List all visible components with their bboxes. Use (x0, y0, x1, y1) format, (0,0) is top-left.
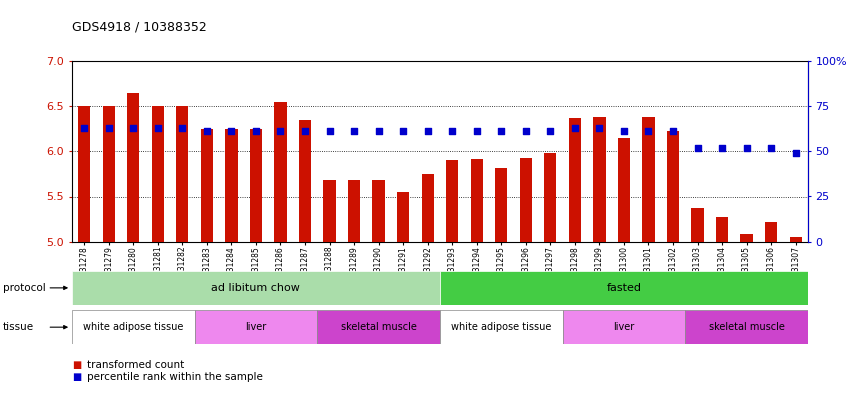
Point (739, 145, 753, 151)
Bar (495, 167, 508, 242)
Point (273, 128, 287, 134)
Bar (72, 310, 195, 344)
Bar (519, 158, 532, 242)
Bar (765, 222, 777, 242)
Text: GDS4918 / 10388352: GDS4918 / 10388352 (72, 20, 206, 33)
Bar (789, 237, 802, 242)
Point (322, 128, 336, 134)
Text: liver: liver (245, 322, 266, 332)
Bar (250, 129, 262, 242)
Point (764, 145, 777, 151)
Bar (201, 129, 213, 242)
Bar (440, 271, 808, 305)
Bar (225, 129, 238, 242)
Bar (151, 106, 164, 242)
Bar (470, 158, 483, 242)
Text: percentile rank within the sample: percentile rank within the sample (87, 372, 263, 382)
Text: skeletal muscle: skeletal muscle (709, 322, 784, 332)
Bar (317, 310, 440, 344)
Point (77, 125, 91, 131)
Point (788, 150, 802, 156)
Bar (740, 235, 753, 242)
Text: ■: ■ (72, 360, 81, 370)
Point (249, 128, 262, 134)
Point (617, 128, 630, 134)
Bar (446, 160, 459, 242)
Point (445, 128, 459, 134)
Text: liver: liver (613, 322, 634, 332)
Text: white adipose tissue: white adipose tissue (83, 322, 184, 332)
Bar (421, 174, 434, 242)
Bar (195, 310, 317, 344)
Point (568, 125, 581, 131)
Bar (372, 180, 385, 242)
Text: transformed count: transformed count (87, 360, 184, 370)
Bar (102, 106, 115, 242)
Text: ■: ■ (72, 372, 81, 382)
Text: protocol: protocol (3, 283, 46, 293)
Point (715, 145, 728, 151)
Point (641, 128, 655, 134)
Point (371, 128, 385, 134)
Bar (274, 101, 287, 242)
Point (396, 128, 409, 134)
Bar (78, 106, 91, 242)
Text: white adipose tissue: white adipose tissue (451, 322, 552, 332)
Point (175, 125, 189, 131)
Point (224, 128, 239, 134)
Point (690, 145, 704, 151)
Bar (685, 310, 808, 344)
Bar (397, 192, 409, 242)
Point (420, 128, 435, 134)
Point (126, 125, 140, 131)
Point (347, 128, 360, 134)
Point (470, 128, 483, 134)
Bar (323, 180, 336, 242)
Point (543, 128, 557, 134)
Bar (544, 153, 557, 242)
Point (102, 125, 115, 131)
Point (298, 128, 311, 134)
Bar (667, 131, 679, 242)
Text: tissue: tissue (3, 322, 34, 332)
Bar (563, 310, 685, 344)
Text: ad libitum chow: ad libitum chow (212, 283, 300, 293)
Bar (569, 118, 581, 242)
Point (151, 125, 164, 131)
Bar (348, 180, 360, 242)
Point (494, 128, 508, 134)
Bar (618, 138, 630, 242)
Text: fasted: fasted (607, 283, 641, 293)
Bar (299, 120, 311, 242)
Bar (691, 208, 704, 242)
Bar (127, 93, 140, 242)
Bar (716, 217, 728, 242)
Point (592, 125, 606, 131)
Point (666, 128, 679, 134)
Bar (72, 271, 440, 305)
Bar (440, 310, 563, 344)
Point (200, 128, 213, 134)
Bar (176, 106, 189, 242)
Text: skeletal muscle: skeletal muscle (341, 322, 416, 332)
Point (519, 128, 532, 134)
Bar (593, 117, 606, 242)
Bar (642, 117, 655, 242)
